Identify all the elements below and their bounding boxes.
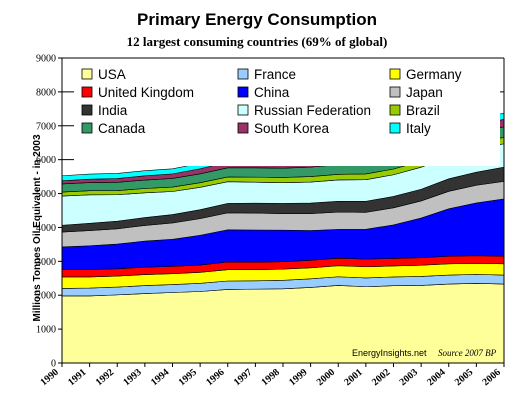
x-tick-label: 1990 bbox=[39, 367, 61, 388]
legend-label: China bbox=[254, 85, 290, 100]
x-tick-label: 2002 bbox=[370, 367, 392, 388]
legend-swatch bbox=[81, 68, 93, 80]
legend-label: Canada bbox=[98, 121, 146, 136]
legend-swatch bbox=[389, 122, 401, 134]
x-tick-label: 1994 bbox=[149, 367, 171, 388]
legend-swatch bbox=[237, 104, 249, 116]
x-axis-ticks: 1990 1991 1992 1993 1994 1995 1996 1997 1998 1999… bbox=[39, 363, 505, 388]
legend-item-germany: Germany bbox=[389, 67, 462, 82]
x-tick-label: 2003 bbox=[398, 367, 420, 388]
legend-swatch bbox=[389, 68, 401, 80]
legend-item-france: France bbox=[237, 67, 296, 82]
x-tick-label: 1999 bbox=[287, 367, 309, 388]
legend-item-italy: Italy bbox=[389, 121, 431, 136]
y-tick-label: 5000 bbox=[36, 189, 56, 200]
legend-swatch bbox=[237, 122, 249, 134]
x-tick-label: 1991 bbox=[66, 367, 88, 388]
x-tick-label: 1995 bbox=[177, 367, 199, 388]
legend-item-usa: USA bbox=[81, 67, 126, 82]
x-tick-label: 1992 bbox=[94, 367, 116, 388]
watermark: EnergyInsights.net bbox=[352, 348, 427, 358]
legend-item-china: China bbox=[237, 85, 290, 100]
x-tick-label: 1997 bbox=[232, 367, 254, 388]
area-series bbox=[61, 112, 505, 364]
y-tick-label: 2000 bbox=[36, 291, 56, 302]
source-note: Source 2007 BP bbox=[438, 348, 497, 358]
legend-item-united-kingdom: United Kingdom bbox=[81, 85, 194, 100]
y-tick-label: 0 bbox=[51, 359, 56, 370]
y-tick-label: 7000 bbox=[36, 121, 56, 132]
x-tick-label: 2004 bbox=[425, 367, 447, 388]
legend-background bbox=[74, 64, 500, 166]
legend-label: Italy bbox=[406, 121, 431, 136]
x-tick-label: 2000 bbox=[315, 367, 337, 388]
x-tick-label: 1996 bbox=[204, 367, 226, 388]
y-tick-label: 4000 bbox=[36, 223, 56, 234]
legend-label: Russian Federation bbox=[254, 103, 371, 118]
y-tick-label: 8000 bbox=[36, 87, 56, 98]
legend-item-south-korea: South Korea bbox=[237, 121, 330, 136]
y-axis-ticks: 0 1000 2000 3000 4000 5000 6000 7000 8000 9000 bbox=[36, 54, 62, 370]
y-tick-label: 1000 bbox=[36, 325, 56, 336]
legend-label: Germany bbox=[406, 67, 462, 82]
legend-item-japan: Japan bbox=[389, 85, 443, 100]
legend-swatch bbox=[237, 68, 249, 80]
legend-label: United Kingdom bbox=[98, 85, 194, 100]
legend-label: USA bbox=[98, 67, 126, 82]
legend-swatch bbox=[237, 86, 249, 98]
legend-swatch bbox=[81, 104, 93, 116]
y-tick-label: 3000 bbox=[36, 257, 56, 268]
x-tick-label: 2005 bbox=[453, 367, 475, 388]
legend-swatch bbox=[81, 86, 93, 98]
legend-label: France bbox=[254, 67, 296, 82]
x-tick-label: 1998 bbox=[260, 367, 282, 388]
legend-label: South Korea bbox=[254, 121, 330, 136]
legend-label: India bbox=[98, 103, 128, 118]
chart-subtitle: 12 largest consuming countries (69% of g… bbox=[126, 34, 388, 49]
legend: USA France Germany United Kingdom China Japan… bbox=[74, 64, 500, 166]
legend-item-russian-federation: Russian Federation bbox=[237, 103, 371, 118]
chart-title: Primary Energy Consumption bbox=[137, 10, 377, 29]
legend-label: Japan bbox=[406, 85, 443, 100]
legend-item-brazil: Brazil bbox=[389, 103, 440, 118]
x-tick-label: 1993 bbox=[121, 367, 143, 388]
legend-swatch bbox=[81, 122, 93, 134]
legend-swatch bbox=[389, 86, 401, 98]
legend-label: Brazil bbox=[406, 103, 440, 118]
legend-swatch bbox=[389, 104, 401, 116]
legend-item-canada: Canada bbox=[81, 121, 146, 136]
legend-item-india: India bbox=[81, 103, 128, 118]
x-tick-label: 2001 bbox=[342, 367, 364, 388]
y-tick-label: 9000 bbox=[36, 54, 56, 65]
y-tick-label: 6000 bbox=[36, 155, 56, 166]
y-axis-label: Millions Tonnes Oil Equivalent - in 2003 bbox=[32, 134, 43, 322]
x-tick-label: 2006 bbox=[481, 367, 503, 388]
